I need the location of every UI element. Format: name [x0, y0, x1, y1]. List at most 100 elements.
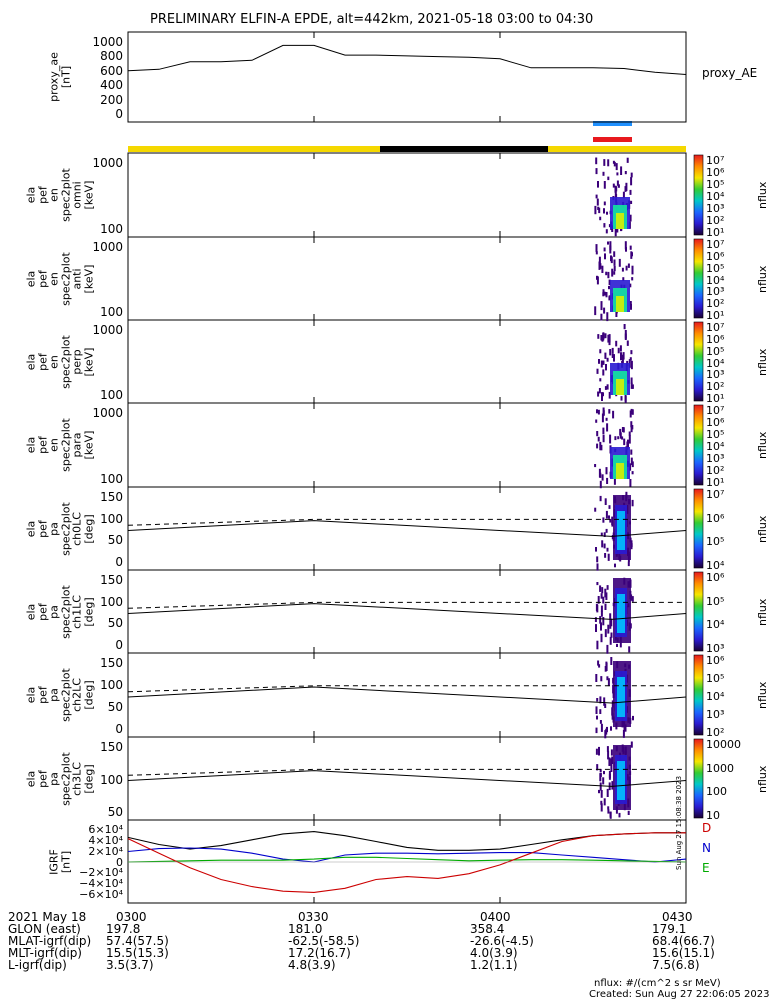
spectrogram-bin [605, 528, 608, 533]
spectrogram-bin [631, 268, 634, 275]
spectrogram-bin [608, 296, 611, 301]
spectrogram-bin [626, 157, 629, 163]
spectrogram-bin [595, 627, 597, 632]
spectrogram-bin [623, 438, 626, 446]
spectrogram-bin [599, 616, 602, 624]
spectrogram-bin [603, 159, 606, 166]
spectrogram-bin [608, 286, 610, 290]
colorbar-tick-label: 10¹ [706, 309, 725, 322]
spectrogram-bin [617, 184, 620, 188]
spectrogram-bin [631, 277, 634, 281]
spectrogram-bin [610, 657, 613, 665]
spectrogram-blob [616, 213, 624, 229]
colorbar-tick-label: 10³ [706, 642, 725, 655]
colorbar-tick-label: 10⁵ [706, 178, 725, 191]
ephemeris-label: GLON (east) [8, 922, 81, 936]
spectrogram-bin [631, 409, 634, 415]
colorbar-label: nflux [756, 681, 769, 709]
ylabel-line: pa [47, 604, 61, 619]
spectrogram-bin [624, 333, 627, 340]
y-tick-label: 50 [107, 533, 123, 548]
spectrogram-bin [604, 629, 607, 638]
loss-cone-line [127, 603, 687, 620]
spectrogram-bin [627, 810, 630, 815]
ephemeris-value: 179.1 [652, 922, 687, 936]
spectrogram-bin [630, 377, 633, 384]
ylabel-line: ela [24, 353, 38, 370]
spectrogram-bin [620, 227, 622, 232]
ylabel-line: [deg] [82, 596, 96, 627]
spectrogram-bin [596, 431, 599, 437]
spectrogram-bin [596, 276, 599, 285]
spectrogram-bin [599, 441, 602, 451]
colorbar-tick-label: 10⁶ [706, 166, 725, 179]
y-tick-label: 50 [107, 700, 123, 714]
spectrogram-bin [606, 312, 609, 322]
loss-cone-line [127, 770, 687, 787]
spectrogram-bin [600, 313, 603, 321]
spectrogram-bin [599, 480, 602, 489]
spectrogram-bin [605, 292, 608, 298]
ylabel-line: ch2LC [70, 678, 84, 712]
spectrogram-bin [598, 261, 601, 270]
spectrogram-bin [602, 171, 605, 176]
spectrogram-bin [603, 223, 606, 228]
spectrogram-bin [598, 746, 600, 756]
igrf-east-line [127, 856, 687, 863]
colorbar-tick-label: 10⁷ [706, 404, 725, 417]
spectrogram-bin [601, 587, 604, 594]
panel-frame-igrf [127, 819, 687, 904]
ylabel-line: omni [70, 181, 84, 209]
footer-time-3: 0430 [662, 910, 693, 924]
spectrogram-bin [618, 812, 621, 818]
spectrogram-bin [600, 800, 603, 805]
spectrogram-bin [595, 603, 598, 611]
spectrogram-bin [595, 547, 597, 552]
ephemeris-value: 15.5(15.3) [106, 946, 169, 960]
spectrogram-bin [613, 251, 616, 257]
colorbar-tick-label: 10⁵ [706, 594, 725, 608]
spectrogram-bin [629, 479, 632, 487]
footer-time-2: 0400 [480, 910, 511, 924]
spectrogram-bin [614, 563, 616, 568]
spectrogram-bin [616, 180, 619, 186]
spectrogram-bin [597, 596, 600, 604]
panel-frame-pa_ch0 [127, 486, 687, 571]
spectrogram-bin [595, 419, 598, 423]
y-tick-label: 100 [100, 388, 123, 402]
footer-date: 2021 May 18 [8, 910, 87, 924]
spectrogram-bin [598, 256, 601, 264]
spectrogram-bin [599, 773, 602, 777]
spectrogram-bin [631, 425, 634, 430]
spectrogram-bin [602, 596, 605, 604]
spectrogram-bin [599, 216, 602, 221]
spectrogram-bin [604, 588, 607, 598]
spectrogram-bin [597, 436, 600, 442]
spectrogram-bin [611, 712, 614, 720]
spectrogram-bin [602, 360, 605, 365]
ylabel-line: anti [70, 267, 84, 290]
ephemeris-label: MLT-igrf(dip) [8, 946, 82, 960]
spectrogram-bin [597, 181, 599, 188]
spectrogram-bin [629, 357, 632, 361]
colorbar-tick-label: 10⁴ [706, 440, 725, 453]
spectrogram-bin [600, 723, 603, 732]
spectrogram-bin [615, 163, 618, 171]
igrf-legend-D: D [702, 821, 712, 835]
spectrogram-bin [607, 678, 610, 687]
spectrogram-bin [608, 279, 611, 286]
spectrogram-bin [629, 463, 632, 471]
spectrogram-bin [596, 556, 599, 563]
ephemeris-value: 197.8 [106, 922, 141, 936]
ephemeris-value: 3.5(3.7) [106, 958, 154, 972]
colorbar-tick-label: 10³ [706, 708, 725, 721]
colorbar-tick-label: 10⁶ [706, 511, 725, 525]
spectrogram-bin [599, 720, 602, 724]
y-tick-label: 2×10⁴ [88, 844, 123, 858]
y-tick-label: 600 [100, 63, 123, 78]
spectrogram-bin [595, 168, 598, 175]
y-tick-label: 1000 [92, 240, 123, 254]
ylabel-line: ela [24, 603, 38, 620]
colorbar-pa_ch1 [693, 571, 704, 652]
spectrogram-bin [599, 349, 602, 354]
